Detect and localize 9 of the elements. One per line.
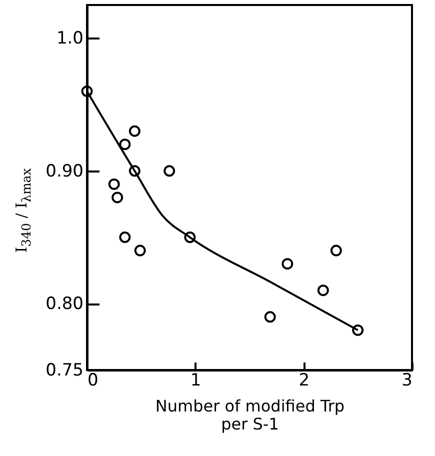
x-tick-label: 2: [298, 370, 310, 390]
y-tick-label: 0.75: [46, 360, 84, 380]
x-tick-label: 3: [402, 370, 412, 390]
x-tick-label: 1: [190, 370, 202, 390]
y-tick-label: 0.90: [46, 161, 84, 182]
x-axis-title: Number of modified Trp per S-1: [155, 396, 345, 434]
y-tick-label: 0.80: [46, 294, 84, 314]
x-tick-label: 0: [88, 370, 98, 390]
y-tick-label: 1.0: [56, 28, 84, 49]
